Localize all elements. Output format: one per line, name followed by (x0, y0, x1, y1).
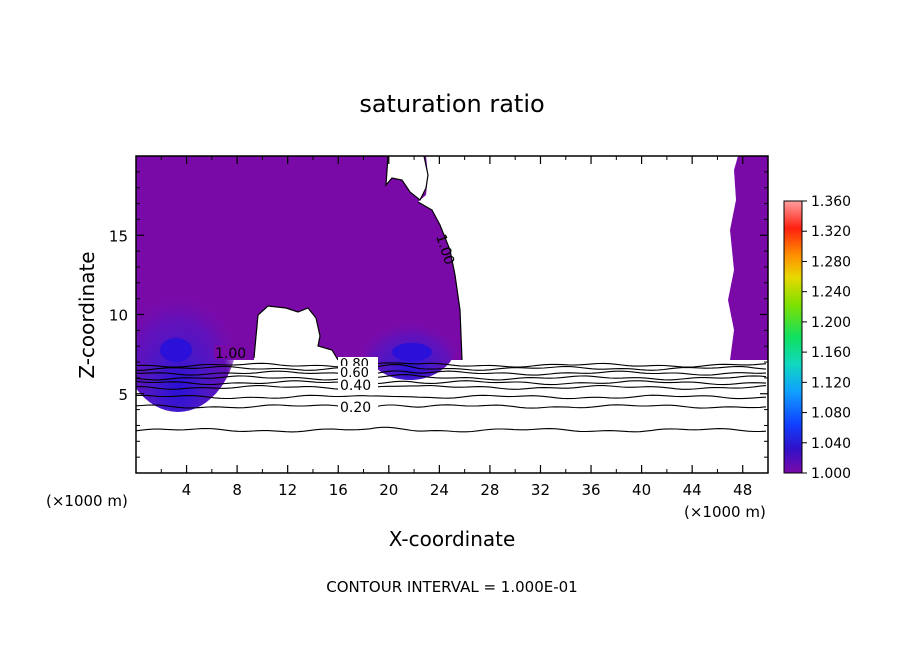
contour-line-0-2 (136, 404, 767, 409)
plot-area (136, 156, 768, 433)
contour-line-0-6 (136, 374, 767, 381)
contour-label-1-00-a: 1.00 (215, 346, 246, 362)
x-tick-label: 48 (733, 481, 752, 499)
x-tick-label: 40 (632, 481, 651, 499)
contour-line-0-9 (136, 362, 767, 368)
colorbar-gradient (783, 200, 803, 474)
colorbar-tick-label: 1.360 (811, 194, 851, 210)
colorbar-tick-label: 1.080 (811, 406, 851, 422)
colorbar-tick-label: 1.120 (811, 375, 851, 391)
x-tick-label: 32 (531, 481, 550, 499)
contour-lines (136, 362, 767, 433)
colorbar-tick-label: 1.240 (811, 285, 851, 301)
colorbar-tick-label: 1.160 (811, 345, 851, 361)
x-tick-label: 44 (683, 481, 702, 499)
contour-line-0-8 (136, 363, 767, 371)
contour-label-0-20: 0.20 (340, 400, 371, 416)
contour-line-0-7 (136, 370, 767, 376)
colorbar: 1.000 1.040 1.080 1.120 1.160 1.200 1.240 1.280… (783, 194, 851, 482)
x-tick-label: 24 (430, 481, 449, 499)
y-tick-label: 5 (118, 386, 128, 404)
contour-1-00-outline (253, 156, 463, 361)
supersaturated-region-right (728, 156, 768, 360)
y-axis-ticks: 5 10 15 (109, 171, 768, 458)
moisture-core-1 (136, 248, 238, 412)
chart-title: saturation ratio (359, 90, 544, 118)
moisture-core-1-inner (160, 338, 192, 362)
contour-interval-footer: CONTOUR INTERVAL = 1.000E-01 (326, 578, 577, 596)
colorbar-ticks: 1.000 1.040 1.080 1.120 1.160 1.200 1.240 1.280… (802, 194, 851, 482)
contour-label-0-60: 0.60 (340, 366, 369, 381)
x-tick-label: 20 (379, 481, 398, 499)
subsaturated-hole (254, 306, 338, 360)
x-tick-label: 12 (278, 481, 297, 499)
contour-label-0-40: 0.40 (340, 378, 371, 394)
moisture-core-2 (362, 300, 458, 380)
colorbar-tick-label: 1.000 (811, 466, 851, 482)
colorbar-tick-label: 1.200 (811, 315, 851, 331)
colorbar-tick-label: 1.320 (811, 224, 851, 240)
colorbar-tick-label: 1.280 (811, 254, 851, 270)
colorbar-tick-label: 1.040 (811, 436, 851, 452)
y-tick-label: 10 (109, 307, 128, 325)
y-axis-label: Z-coordinate (75, 251, 99, 378)
x-tick-label: 4 (182, 481, 192, 499)
contour-line-0-4 (136, 384, 767, 390)
y-tick-label: 15 (109, 227, 128, 245)
x-unit-label: (×1000 m) (684, 503, 766, 521)
z-unit-label: (×1000 m) (46, 492, 128, 510)
x-tick-label: 28 (480, 481, 499, 499)
x-tick-label: 36 (581, 481, 600, 499)
contour-line-0-5 (136, 380, 767, 386)
x-axis-ticks: 4 8 12 16 20 24 28 32 36 40 44 48 (160, 156, 752, 499)
moisture-core-2-inner (392, 343, 432, 361)
x-axis-label: X-coordinate (389, 527, 516, 551)
x-tick-label: 16 (329, 481, 348, 499)
x-tick-label: 8 (232, 481, 242, 499)
contour-line-0-1 (136, 426, 767, 433)
contour-label-group: 1.00 1.00 0.80 0.60 0.40 0.20 (214, 232, 457, 416)
contour-line-0-3 (136, 394, 767, 400)
